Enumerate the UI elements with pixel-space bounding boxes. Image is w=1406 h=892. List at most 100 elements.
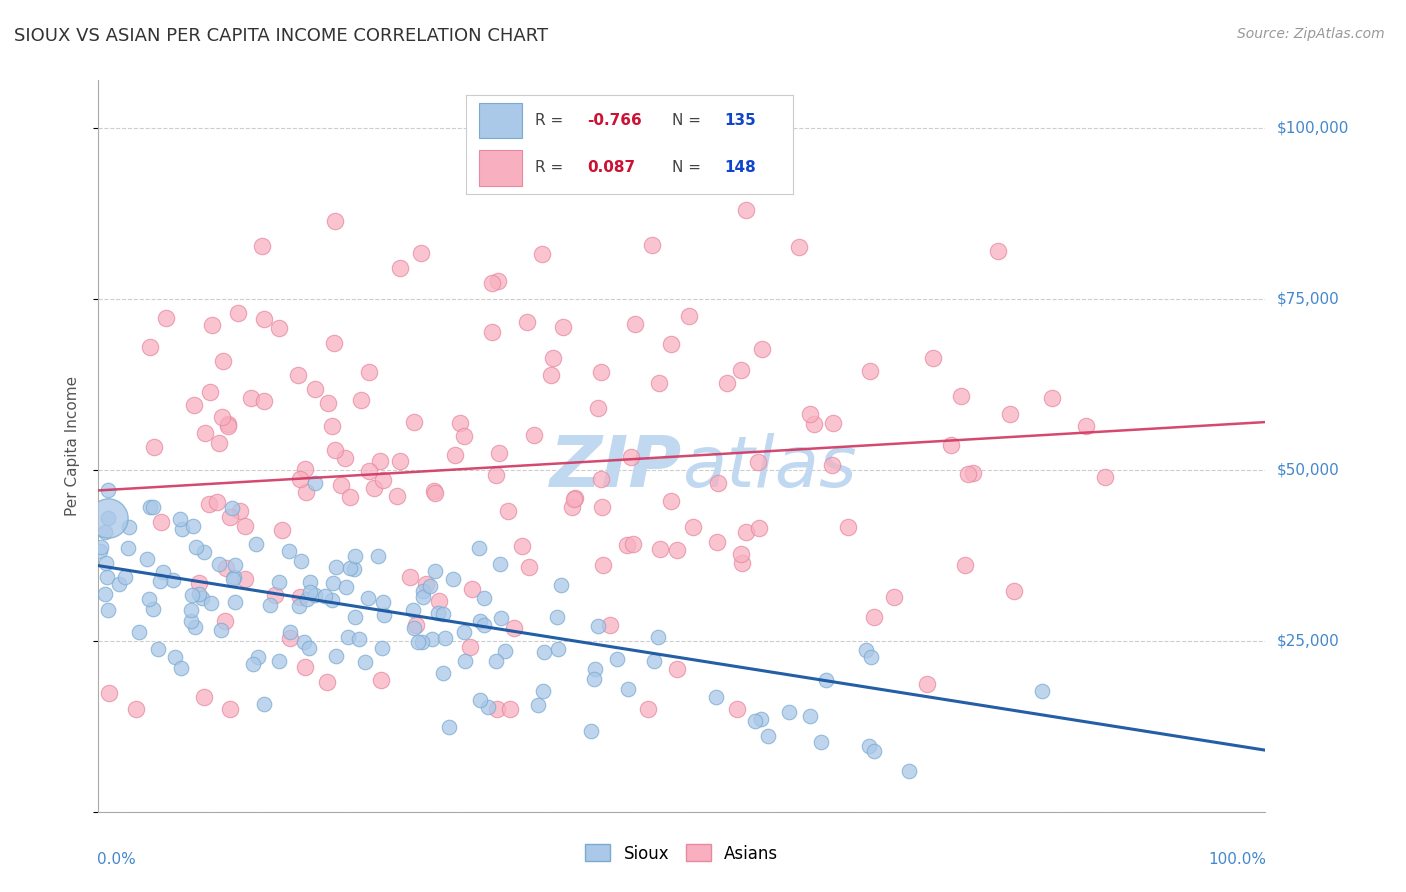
Sioux	[222, 570, 245, 584]
Sioux	[810, 735, 832, 749]
Asians	[803, 417, 825, 431]
Asians	[402, 415, 425, 429]
Asians	[682, 520, 704, 534]
Asians	[481, 276, 503, 290]
Asians	[512, 539, 534, 553]
Sioux	[149, 574, 172, 589]
Asians	[194, 425, 217, 440]
Sioux	[259, 598, 281, 612]
Sioux	[118, 520, 141, 534]
Asians	[423, 485, 446, 500]
Sioux	[547, 642, 569, 657]
Sioux	[221, 500, 243, 515]
Sioux	[139, 500, 162, 514]
Sioux	[546, 609, 568, 624]
Sioux	[344, 549, 367, 563]
Asians	[787, 240, 810, 254]
Sioux	[136, 552, 159, 566]
Asians	[322, 336, 344, 351]
Text: $100,000: $100,000	[1277, 120, 1348, 136]
Asians	[423, 483, 446, 498]
Asians	[370, 673, 392, 687]
Asians	[460, 582, 482, 596]
Text: 100.0%: 100.0%	[1209, 852, 1267, 867]
Asians	[388, 454, 411, 468]
Asians	[295, 484, 318, 499]
Y-axis label: Per Capita Income: Per Capita Income	[65, 376, 80, 516]
Sioux	[297, 592, 319, 607]
Sioux	[181, 519, 204, 533]
Asians	[183, 398, 205, 412]
Asians	[350, 392, 373, 407]
Sioux	[472, 591, 495, 606]
Text: SIOUX VS ASIAN PER CAPITA INCOME CORRELATION CHART: SIOUX VS ASIAN PER CAPITA INCOME CORRELA…	[14, 27, 548, 45]
Sioux	[165, 650, 187, 665]
Asians	[399, 570, 422, 584]
Asians	[215, 561, 238, 575]
Asians	[666, 662, 689, 676]
Sioux	[170, 522, 193, 536]
Asians	[523, 428, 546, 442]
Asians	[323, 214, 346, 228]
Asians	[624, 318, 647, 332]
Asians	[747, 455, 769, 469]
Asians	[561, 500, 583, 514]
Sioux	[749, 713, 772, 727]
Sioux	[200, 596, 222, 610]
Sioux	[617, 682, 640, 697]
Sioux	[242, 657, 264, 671]
Sioux	[142, 500, 165, 515]
Asians	[294, 660, 316, 674]
Sioux	[114, 570, 136, 584]
Sioux	[170, 661, 193, 675]
Asians	[359, 464, 381, 478]
Sioux	[406, 634, 429, 648]
Sioux	[299, 585, 322, 599]
Sioux	[704, 690, 727, 704]
Sioux	[117, 541, 139, 555]
Sioux	[373, 595, 395, 609]
Asians	[219, 702, 242, 716]
Sioux	[321, 593, 343, 607]
Asians	[205, 495, 228, 509]
Asians	[666, 542, 689, 557]
Asians	[239, 391, 262, 405]
Sioux	[128, 624, 150, 639]
Asians	[637, 702, 659, 716]
Sioux	[184, 620, 207, 634]
Asians	[288, 591, 311, 605]
Asians	[599, 618, 621, 632]
Sioux	[371, 641, 394, 656]
Asians	[883, 590, 905, 604]
Asians	[543, 351, 565, 365]
Sioux	[643, 654, 665, 668]
Sioux	[441, 572, 464, 586]
Sioux	[97, 510, 120, 524]
Asians	[562, 492, 585, 507]
Asians	[647, 376, 669, 390]
Asians	[252, 239, 274, 253]
Sioux	[269, 575, 291, 590]
Sioux	[94, 556, 117, 570]
Asians	[735, 202, 758, 217]
Asians	[735, 525, 758, 540]
Asians	[214, 615, 236, 629]
Sioux	[897, 764, 920, 778]
Asians	[294, 462, 316, 476]
Asians	[531, 246, 554, 260]
Asians	[363, 481, 385, 495]
Sioux	[586, 619, 609, 633]
Asians	[264, 588, 287, 602]
Text: $25,000: $25,000	[1277, 633, 1340, 648]
Asians	[502, 621, 524, 635]
Asians	[730, 547, 752, 561]
Asians	[329, 477, 352, 491]
Sioux	[470, 614, 492, 628]
Sioux	[298, 575, 321, 590]
Sioux	[322, 575, 344, 590]
Sioux	[533, 645, 555, 659]
Asians	[748, 521, 770, 535]
Sioux	[437, 721, 460, 735]
Sioux	[606, 652, 628, 666]
Sioux	[427, 607, 450, 621]
